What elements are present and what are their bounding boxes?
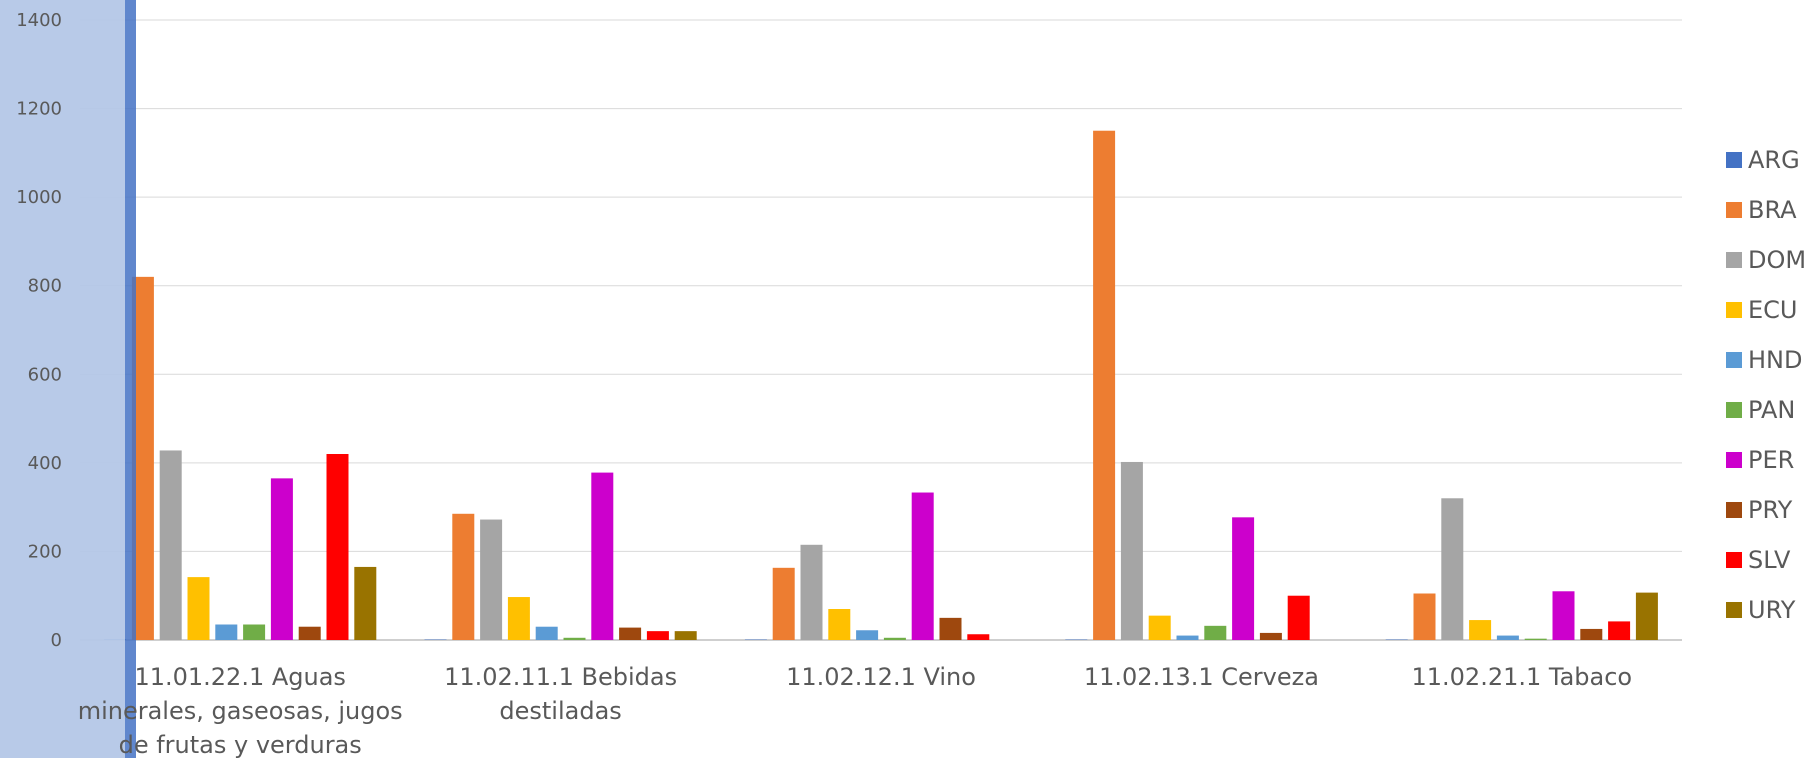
bar-ury-5 [1635,592,1658,640]
bar-slv-1 [326,454,349,640]
bar-ecu-3 [828,609,851,640]
x-category-label: 11.02.12.1 Vino [786,663,976,691]
bars [104,130,1658,640]
bar-pry-2 [619,627,642,640]
bar-slv-3 [967,634,990,640]
bar-per-5 [1552,591,1575,640]
x-category-label: 11.01.22.1 Aguas minerales, gaseosas, jug… [78,663,403,758]
bar-pry-4 [1259,632,1282,640]
legend-label-pan: PAN [1748,396,1795,424]
bar-dom-2 [480,519,503,640]
legend-swatch-pan [1726,402,1742,418]
bar-slv-2 [646,631,669,640]
bar-slv-5 [1608,621,1631,640]
bar-ecu-5 [1469,620,1492,640]
legend-swatch-ury [1726,602,1742,618]
bar-per-2 [591,472,614,640]
y-tick-label: 600 [28,364,62,385]
legend-swatch-bra [1726,202,1742,218]
y-tick-label: 1400 [16,10,62,31]
x-category-label: 11.02.21.1 Tabaco [1411,663,1632,691]
overlay-edge [125,0,136,758]
bar-dom-3 [800,544,823,640]
bar-bra-3 [772,567,795,640]
bar-pan-4 [1204,625,1227,640]
bar-ecu-4 [1148,615,1171,640]
bar-pry-3 [939,617,962,640]
bar-ury-2 [674,631,697,640]
bar-hnd-3 [856,630,879,640]
legend-label-per: PER [1748,446,1794,474]
left-selection-overlay [0,0,136,758]
bar-hnd-2 [535,626,558,640]
y-tick-label: 0 [51,630,62,651]
bar-ury-1 [354,566,377,640]
overlay-band [0,0,125,758]
y-tick-label: 1000 [16,187,62,208]
y-tick-label: 400 [28,453,62,474]
bar-bra-2 [452,513,475,640]
bar-dom-1 [159,450,182,640]
legend-swatch-per [1726,452,1742,468]
y-tick-label: 800 [28,276,62,297]
bar-pan-3 [883,637,906,640]
legend-label-slv: SLV [1748,546,1791,574]
bar-dom-5 [1441,498,1464,640]
bar-bra-1 [131,276,154,640]
bar-slv-4 [1287,595,1310,640]
legend-swatch-arg [1726,152,1742,168]
bar-per-4 [1232,517,1255,640]
y-tick-label: 1200 [16,99,62,120]
legend-swatch-slv [1726,552,1742,568]
bar-ecu-1 [187,577,210,640]
x-category-label: 11.02.13.1 Cerveza [1084,663,1319,691]
bar-hnd-1 [215,624,238,640]
legend-label-ury: URY [1748,596,1796,624]
y-tick-label: 200 [28,541,62,562]
bar-per-3 [911,492,934,640]
legend-swatch-pry [1726,502,1742,518]
bar-pan-5 [1524,638,1547,640]
bar-hnd-5 [1496,635,1519,640]
x-axis-category-labels: 11.01.22.1 Aguas minerales, gaseosas, jug… [78,663,1632,758]
legend-swatch-dom [1726,252,1742,268]
x-category-label: 11.02.11.1 Bebidas destiladas [444,663,677,725]
bar-ecu-2 [507,597,530,640]
legend-label-hnd: HND [1748,346,1802,374]
bar-bra-5 [1413,593,1436,640]
bar-hnd-4 [1176,635,1199,640]
bar-pan-1 [243,624,266,640]
legend-label-ecu: ECU [1748,296,1798,324]
legend-swatch-hnd [1726,352,1742,368]
bar-pry-5 [1580,628,1603,640]
legend-label-pry: PRY [1748,496,1793,524]
bar-per-1 [270,478,293,640]
y-axis-tick-labels: 0 200 400 600 800 1000 1200 1400 [16,10,62,651]
bar-bra-4 [1093,130,1116,640]
legend-label-dom: DOM [1748,246,1806,274]
legend: ARG BRA DOM ECU HND PAN PER PRY SLV URY [1726,146,1806,624]
bar-pan-2 [563,637,586,640]
bar-dom-4 [1120,461,1143,640]
legend-swatch-ecu [1726,302,1742,318]
bar-pry-1 [298,626,321,640]
legend-label-arg: ARG [1748,146,1800,174]
legend-label-bra: BRA [1748,196,1797,224]
